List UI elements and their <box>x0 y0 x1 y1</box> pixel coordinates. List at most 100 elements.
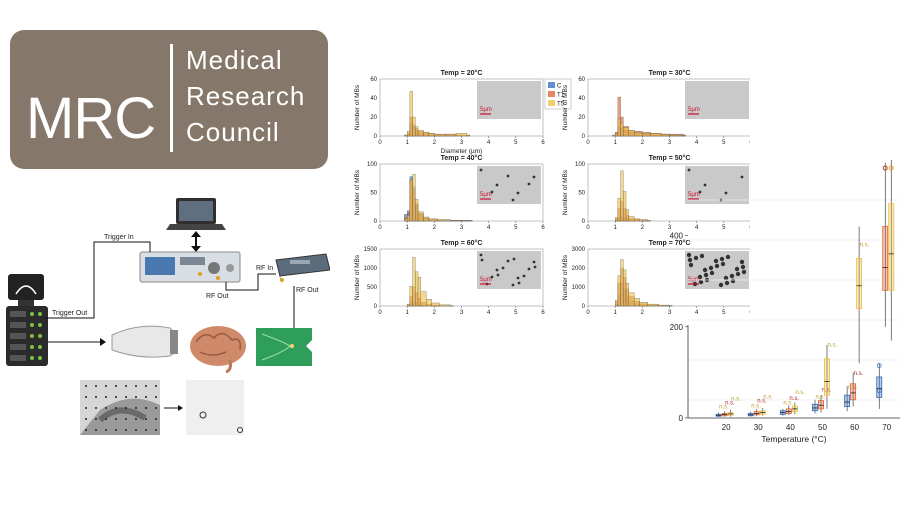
x-tick-label: 60 <box>850 423 859 432</box>
x-tick-label: 0 <box>378 225 382 231</box>
x-tick-label: 5 <box>722 310 726 316</box>
box-body <box>844 394 851 408</box>
trap-dot <box>95 418 97 420</box>
histogram-bar <box>634 132 643 137</box>
legend-swatch <box>548 100 555 106</box>
x-tick-label: 5 <box>514 225 518 231</box>
trap-dot <box>125 429 127 431</box>
histogram-bar <box>661 133 670 137</box>
trap-dot <box>95 407 97 409</box>
trap-dot <box>95 385 97 387</box>
x-tick-label: 2 <box>433 140 437 146</box>
microbubble-dot <box>686 252 692 258</box>
x-tick-label: 3 <box>460 310 464 316</box>
box-t5 <box>888 160 895 341</box>
x-tick-label: 4 <box>695 225 699 231</box>
microbubble-dot <box>703 272 709 278</box>
x-tick-label: 40 <box>786 423 795 432</box>
temperature-boxplot: 020040020n.s.n.s.n.s.30n.s.n.s.n.s.40n.s… <box>670 160 900 444</box>
microbubble-dot <box>735 271 741 277</box>
histogram-bar <box>634 218 640 222</box>
trap-dot <box>155 396 157 398</box>
histogram-bar <box>669 134 684 137</box>
microbubble-dot <box>693 255 699 261</box>
microbubble-dot <box>479 168 483 172</box>
significance-label: n.s. <box>719 404 729 410</box>
microbubble-dot <box>506 259 510 263</box>
y-tick-label: 100 <box>367 162 378 168</box>
legend-swatch <box>548 91 555 97</box>
histogram-bar <box>623 127 629 137</box>
microbubble-dot <box>522 274 526 278</box>
trigger-in-label: Trigger In <box>104 234 134 241</box>
histogram-bar <box>417 130 424 137</box>
legend-swatch <box>548 82 555 88</box>
x-tick-label: 2 <box>433 225 437 231</box>
trap-dot <box>155 385 157 387</box>
histogram-bar <box>623 269 627 307</box>
trap-dot <box>85 418 87 420</box>
outlier-point <box>876 363 882 368</box>
box-c <box>747 411 754 417</box>
microbubble-dot <box>740 264 746 270</box>
x-tick-label: 2 <box>641 225 645 231</box>
trap-dot <box>135 385 137 387</box>
microbubble-dot <box>687 257 693 263</box>
significance-label: n.s. <box>854 371 864 377</box>
microbubble-dot <box>740 175 744 179</box>
histogram-bar <box>634 298 640 307</box>
box-body <box>824 358 830 396</box>
box-t5 <box>856 226 863 364</box>
trap-dot <box>115 429 117 431</box>
histogram-panel: Temp = 70°C5µm01234560100020003000Number… <box>562 239 750 316</box>
x-tick-label: 0 <box>586 310 590 316</box>
y-tick-label: 40 <box>578 96 585 102</box>
histogram-bar <box>617 275 621 307</box>
y-axis-label: Number of MBs <box>354 254 361 300</box>
microbubble-dot <box>516 276 520 280</box>
rf-out-label-amplifier: RF Out <box>296 287 319 294</box>
x-tick-label: 3 <box>668 310 672 316</box>
microbubble-dot <box>714 263 720 269</box>
microbubble-dot <box>511 198 515 202</box>
microbubble-dot <box>506 174 510 178</box>
histogram-bar <box>431 302 440 307</box>
histogram-title: Temp = 60°C <box>441 239 483 247</box>
box-c <box>812 399 818 414</box>
trap-dot <box>135 407 137 409</box>
scale-bar-label: 5µm <box>480 107 492 113</box>
histogram-bar <box>639 219 648 222</box>
histogram-bar <box>412 174 416 222</box>
logo-word-council: Council <box>186 117 280 147</box>
microbubble-dot <box>718 282 724 288</box>
microbubble-dot <box>479 253 483 257</box>
histogram-bar <box>428 218 438 222</box>
histogram-bar <box>628 130 635 137</box>
x-tick-label: 5 <box>722 140 726 146</box>
microbubble-dot <box>724 191 728 195</box>
histogram-bar <box>439 304 451 307</box>
x-tick-label: 30 <box>754 423 763 432</box>
x-tick-label: 6 <box>541 310 545 316</box>
x-tick-label: 1 <box>405 310 409 316</box>
histogram-bar <box>466 134 470 137</box>
x-tick-label: 0 <box>378 310 382 316</box>
microbubble-dot <box>512 257 516 261</box>
significance-label: n.s. <box>757 399 767 405</box>
microbubble-dot <box>517 281 521 285</box>
x-tick-label: 1 <box>405 140 409 146</box>
trap-dot <box>105 396 107 398</box>
microbubble-dot <box>495 183 499 187</box>
y-axis-label: Number of MBs <box>354 169 361 215</box>
microbubble-dot <box>533 265 537 269</box>
mrc-logo: MRC Medical Research Council <box>10 30 328 169</box>
trap-dot <box>105 429 107 431</box>
histogram-title: Temp = 30°C <box>649 69 691 77</box>
histogram-bar <box>412 257 416 307</box>
trap-dot <box>105 407 107 409</box>
histogram-bar <box>628 292 635 307</box>
histogram-title: Temp = 50°C <box>649 154 691 162</box>
histogram-bar <box>628 216 635 222</box>
y-tick-label: 0 <box>679 414 684 423</box>
outlier-point <box>876 388 882 394</box>
